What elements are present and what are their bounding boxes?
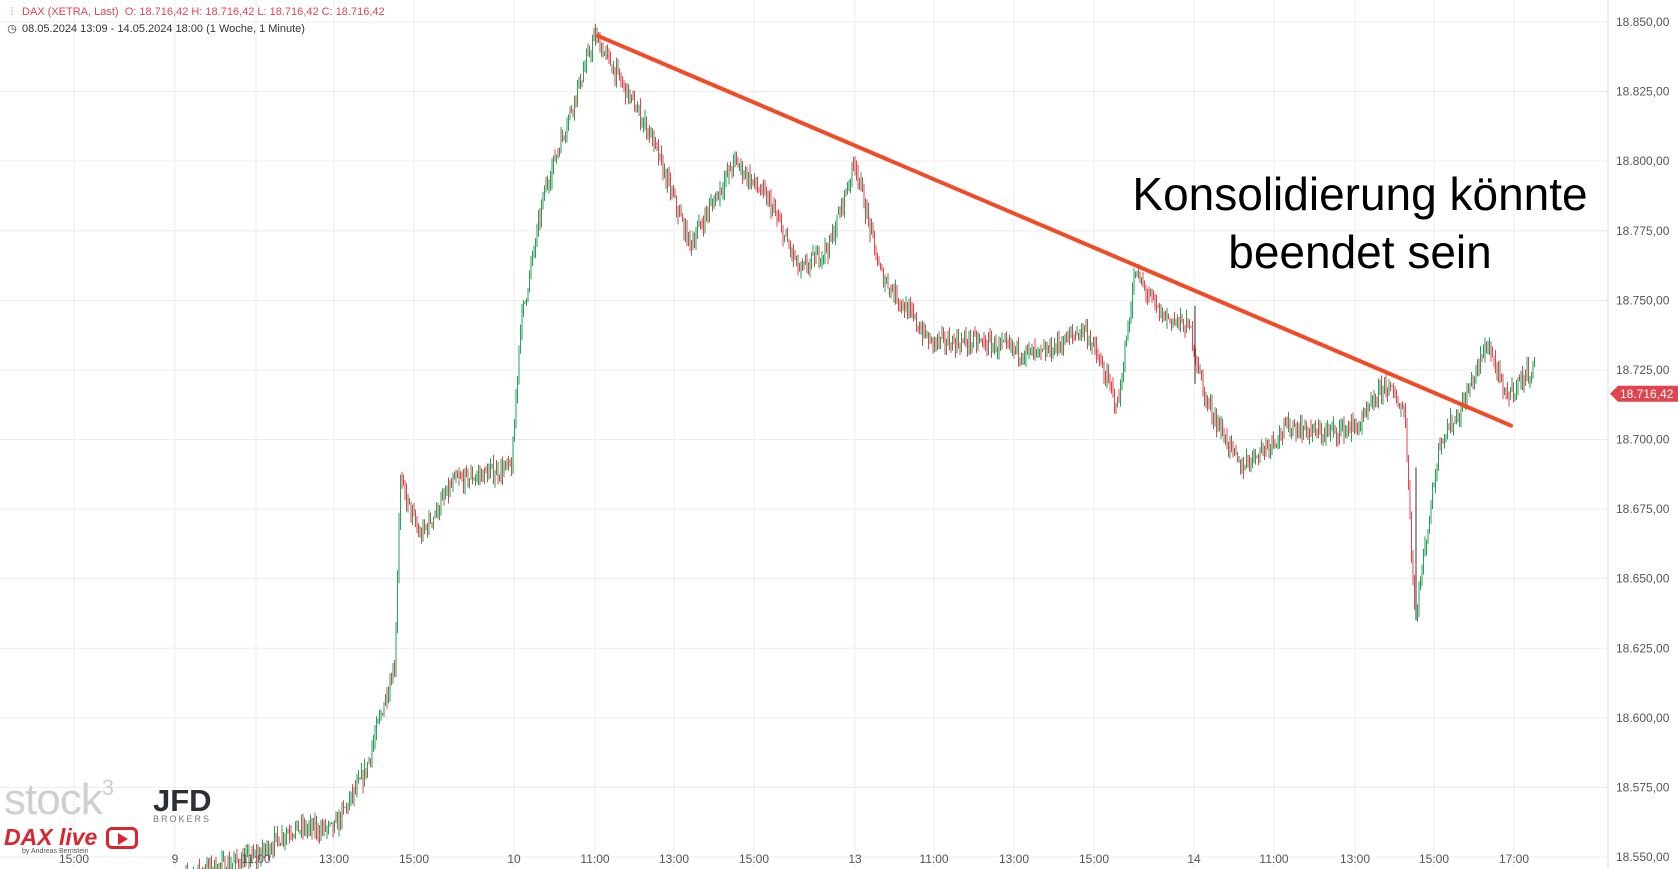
x-tick-label: 15:00 [739,852,769,866]
x-tick-label: 15:00 [59,852,89,866]
y-tick-label: 18.775,00 [1616,224,1670,238]
price-tag-shape [1610,385,1678,402]
play-icon [106,827,138,849]
jfd-brokers-text: BROKERS [153,814,212,824]
x-tick-label: 13:00 [999,852,1029,866]
chart-annotation: Konsolidierung könnte beendet sein [1080,165,1640,281]
x-tick-label: 13:00 [1340,852,1370,866]
stock3-logo: stock3 [4,775,114,824]
y-tick-label: 18.600,00 [1616,711,1670,725]
candles [185,23,1535,869]
annotation-line-1: Konsolidierung könnte [1132,168,1588,220]
x-tick-label: 15:00 [1079,852,1109,866]
y-tick-label: 18.675,00 [1616,502,1670,516]
range-header: ◷ 08.05.2024 13:09 - 14.05.2024 18:00 (1 … [6,22,305,35]
y-tick-label: 18.825,00 [1616,85,1670,99]
dax-live-byline: by Andreas Bernstein [22,848,89,855]
trendline [596,33,1513,428]
last-price-tag: 18.716,42 [1610,385,1678,402]
x-tick-label: 11:00 [919,852,948,866]
y-tick-label: 18.550,00 [1616,850,1670,864]
y-tick-label: 18.575,00 [1616,780,1670,794]
date-range: 08.05.2024 13:09 - 14.05.2024 18:00 (1 W… [22,23,305,35]
x-tick-label: 15:00 [399,852,429,866]
x-tick-label: 11:00 [241,852,270,866]
x-tick-label: 13:00 [659,852,689,866]
x-tick-label: 9 [172,852,179,866]
x-tick-label: 14 [1187,852,1201,866]
grid [0,0,1609,869]
x-tick-label: 15:00 [1419,852,1449,866]
annotation-line-2: beendet sein [1228,226,1492,278]
y-tick-label: 18.850,00 [1616,15,1670,29]
x-axis: 15:00 9 11:00 13:00 15:00 10 11:00 13:00 15:00 13… [59,852,1529,866]
y-tick-label: 18.725,00 [1616,363,1670,377]
x-tick-label: 11:00 [1259,852,1288,866]
x-tick-label: 13 [848,852,862,866]
y-axis: 18.550,00 18.575,00 18.600,00 18.625,00 18.6… [1616,15,1670,864]
x-tick-label: 11:00 [580,852,609,866]
x-tick-label: 13:00 [319,852,349,866]
candlestick-icon: ⫶ [10,6,14,18]
instrument-header: ⫶ DAX (XETRA, Last) O: 18.716,42 H: 18.71… [6,6,385,19]
x-tick-label: 10 [507,852,521,866]
instrument-name: DAX (XETRA, Last) [22,6,119,18]
y-tick-label: 18.700,00 [1616,433,1670,447]
dax-live-logo: DAX live [4,824,98,850]
ohlc-values: O: 18.716,42 H: 18.716,42 L: 18.716,42 C… [124,6,385,18]
price-tag-label: 18.716,42 [1620,387,1674,401]
jfd-logo: JFD [153,783,212,818]
y-tick-label: 18.625,00 [1616,641,1670,655]
y-tick-label: 18.650,00 [1616,572,1670,586]
y-tick-label: 18.800,00 [1616,154,1670,168]
x-tick-label: 17:00 [1499,852,1529,866]
y-tick-label: 18.750,00 [1616,293,1670,307]
clock-icon: ◷ [7,23,17,35]
